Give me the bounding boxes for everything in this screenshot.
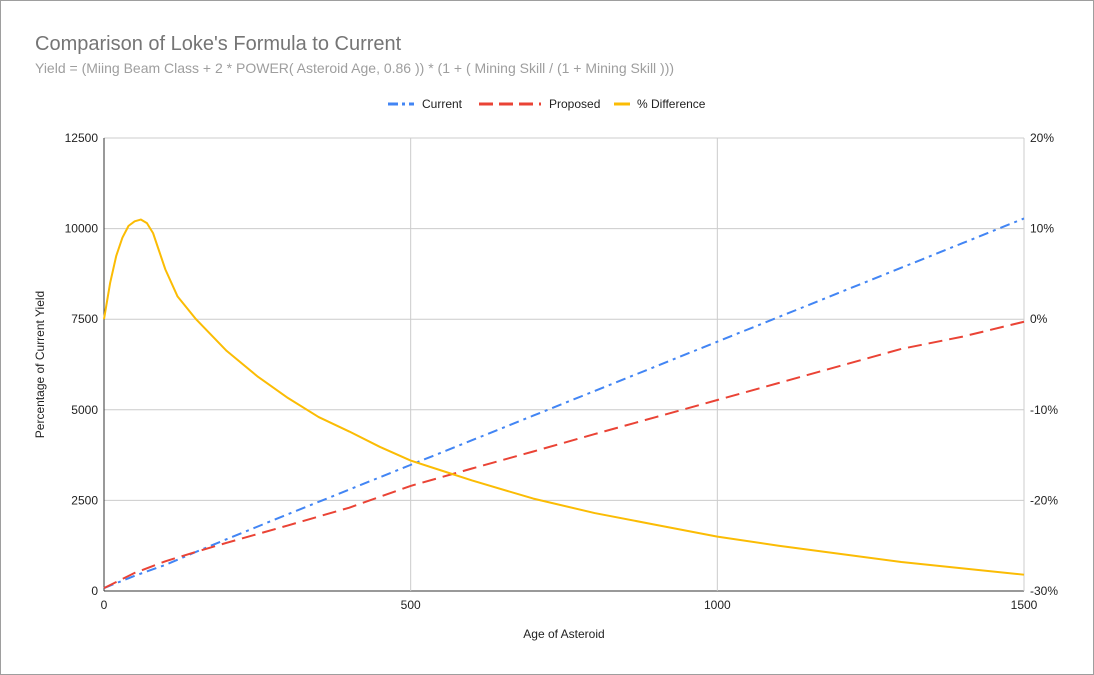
y2-tick-label: -10% [1030, 403, 1058, 417]
y-tick-label: 10000 [65, 222, 99, 236]
legend-label: Current [422, 97, 463, 111]
series-line-current [103, 217, 1025, 590]
y2-tick-label: 20% [1030, 131, 1054, 145]
chart-title: Comparison of Loke's Formula to Current [35, 33, 402, 55]
x-tick-label: 1500 [1011, 598, 1038, 612]
y-axis-title: Percentage of Current Yield [33, 291, 47, 438]
legend-label: % Difference [637, 97, 706, 111]
y-tick-label: 12500 [65, 131, 99, 145]
x-tick-label: 1000 [704, 598, 731, 612]
y2-tick-label: -30% [1030, 584, 1058, 598]
y-tick-label: 5000 [71, 403, 98, 417]
x-axis-title: Age of Asteroid [523, 627, 604, 641]
y2-tick-label: 10% [1030, 222, 1054, 236]
y2-tick-label: -20% [1030, 493, 1058, 507]
chart-subtitle: Yield = (Miing Beam Class + 2 * POWER( A… [35, 60, 675, 76]
legend-label: Proposed [549, 97, 600, 111]
y2-tick-label: 0% [1030, 312, 1048, 326]
x-tick-label: 500 [401, 598, 421, 612]
y-tick-label: 0 [91, 584, 98, 598]
series-line-difference [103, 218, 1025, 576]
series-line-proposed [103, 320, 1025, 589]
x-tick-label: 0 [101, 598, 108, 612]
y-tick-label: 2500 [71, 493, 98, 507]
y-tick-label: 7500 [71, 312, 98, 326]
